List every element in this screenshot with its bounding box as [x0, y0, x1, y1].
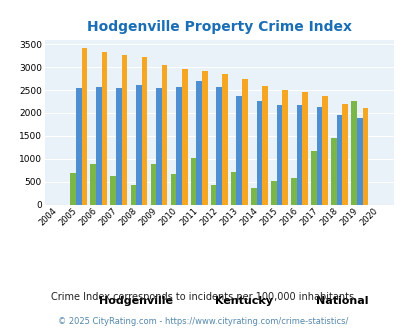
Text: © 2025 CityRating.com - https://www.cityrating.com/crime-statistics/: © 2025 CityRating.com - https://www.city… — [58, 317, 347, 326]
Bar — [150, 164, 156, 205]
Bar — [216, 87, 222, 205]
Bar — [76, 88, 81, 205]
Bar — [222, 74, 227, 205]
Bar — [210, 185, 216, 205]
Bar — [96, 87, 101, 205]
Bar — [236, 96, 241, 205]
Bar — [201, 71, 207, 205]
Bar — [130, 185, 136, 205]
Bar — [281, 90, 287, 205]
Bar — [256, 101, 262, 205]
Bar — [156, 88, 162, 205]
Bar — [296, 105, 302, 205]
Bar — [262, 86, 267, 205]
Bar — [336, 115, 341, 205]
Bar — [190, 158, 196, 205]
Bar — [241, 80, 247, 205]
Text: Crime Index corresponds to incidents per 100,000 inhabitants: Crime Index corresponds to incidents per… — [51, 292, 354, 302]
Bar — [350, 101, 356, 205]
Bar — [310, 151, 316, 205]
Bar — [141, 57, 147, 205]
Bar — [136, 85, 141, 205]
Bar — [170, 174, 176, 205]
Bar — [110, 176, 116, 205]
Bar — [330, 138, 336, 205]
Bar — [196, 81, 201, 205]
Bar — [162, 65, 167, 205]
Bar — [81, 48, 87, 205]
Bar — [356, 118, 362, 205]
Bar — [70, 174, 76, 205]
Bar — [116, 88, 121, 205]
Bar — [271, 181, 276, 205]
Bar — [341, 104, 347, 205]
Bar — [230, 172, 236, 205]
Bar — [362, 108, 367, 205]
Bar — [250, 188, 256, 205]
Bar — [176, 87, 181, 205]
Bar — [101, 51, 107, 205]
Bar — [302, 92, 307, 205]
Bar — [322, 96, 327, 205]
Bar — [181, 69, 187, 205]
Bar — [276, 105, 281, 205]
Bar — [290, 178, 296, 205]
Bar — [316, 107, 322, 205]
Title: Hodgenville Property Crime Index: Hodgenville Property Crime Index — [87, 20, 351, 34]
Bar — [122, 55, 127, 205]
Bar — [90, 164, 96, 205]
Legend: Hodgenville, Kentucky, National: Hodgenville, Kentucky, National — [70, 296, 367, 306]
